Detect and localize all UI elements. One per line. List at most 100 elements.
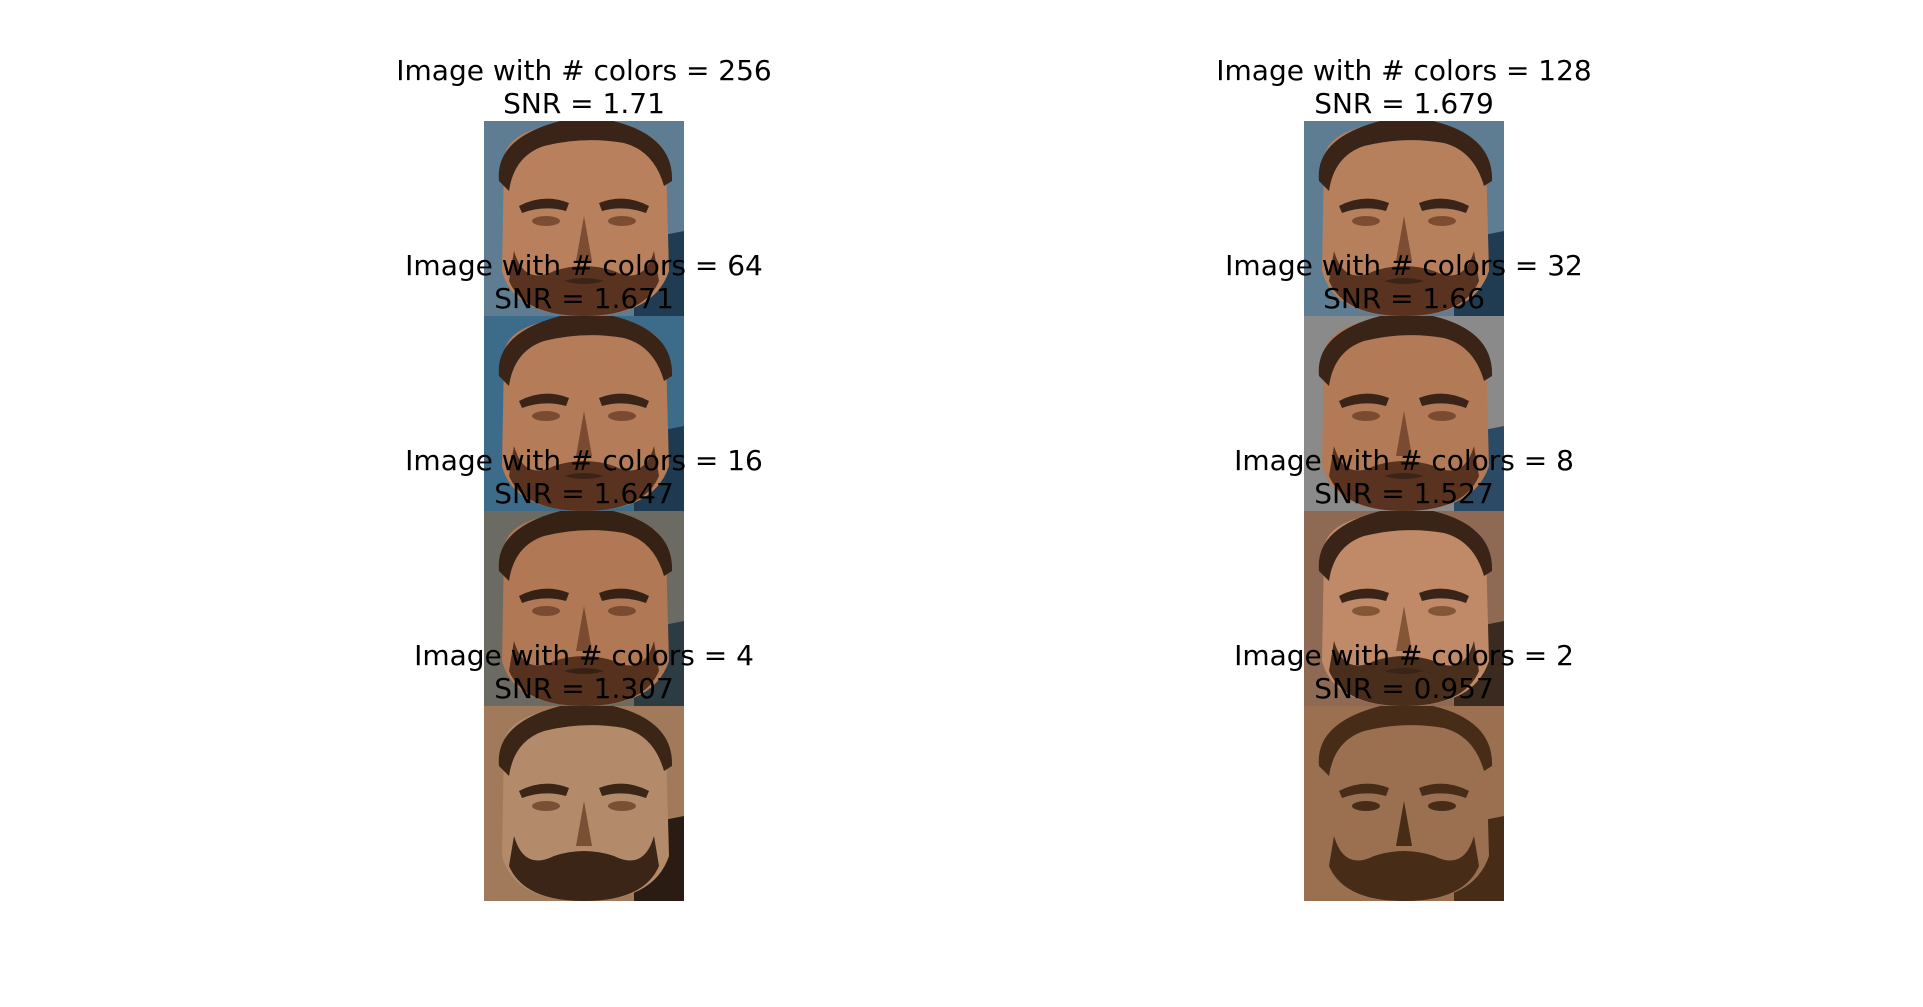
mouth-shape (1384, 668, 1424, 674)
hair-shape (1318, 316, 1493, 386)
face-image-64 (484, 316, 684, 511)
hair-shape (498, 706, 673, 776)
face-image-256 (484, 121, 684, 316)
face-image-svg (484, 511, 684, 706)
left-eye (532, 216, 560, 226)
nose-shadow (576, 411, 592, 456)
face-image-svg (484, 316, 684, 511)
face-image-16 (484, 511, 684, 706)
left-eyebrow (1339, 783, 1389, 798)
left-eye (1352, 606, 1380, 616)
snr-label: SNR = 1.71 (503, 87, 665, 120)
hair-shape (498, 121, 673, 191)
colors-label: Image with # colors = 32 (1225, 249, 1583, 282)
left-eye (532, 801, 560, 811)
mouth-shape (564, 668, 604, 674)
nose-shadow (576, 216, 592, 261)
right-eye (1428, 411, 1456, 421)
mouth-shape (564, 863, 604, 869)
right-eye (608, 801, 636, 811)
panel-title-32: Image with # colors = 32 SNR = 1.66 (1144, 249, 1664, 315)
right-eye (608, 216, 636, 226)
snr-label: SNR = 1.307 (494, 672, 674, 705)
colors-label: Image with # colors = 128 (1216, 54, 1592, 87)
snr-label: SNR = 0.957 (1314, 672, 1494, 705)
face-image-128 (1304, 121, 1504, 316)
face-image-svg (1304, 316, 1504, 511)
colors-label: Image with # colors = 8 (1234, 444, 1574, 477)
left-eyebrow (1339, 588, 1389, 603)
right-eye (1428, 216, 1456, 226)
face-image-svg (484, 706, 684, 901)
hair-shape (1318, 121, 1493, 191)
nose-shadow (1396, 801, 1412, 846)
face-image-8 (1304, 511, 1504, 706)
nose-shadow (1396, 606, 1412, 651)
colors-label: Image with # colors = 16 (405, 444, 763, 477)
left-eyebrow (519, 783, 569, 798)
left-eyebrow (519, 588, 569, 603)
face-shape (1322, 511, 1489, 706)
panel-title-8: Image with # colors = 8 SNR = 1.527 (1144, 444, 1664, 510)
face-image-32 (1304, 316, 1504, 511)
face-image-4 (484, 706, 684, 901)
left-eye (1352, 411, 1380, 421)
colors-label: Image with # colors = 4 (414, 639, 754, 672)
face-image-svg (1304, 706, 1504, 901)
snr-label: SNR = 1.66 (1323, 282, 1485, 315)
right-eyebrow (599, 588, 649, 603)
nose-shadow (576, 606, 592, 651)
face-shape (1322, 121, 1489, 316)
hair-shape (1318, 706, 1493, 776)
right-eye (608, 606, 636, 616)
right-eyebrow (599, 198, 649, 213)
left-eye (1352, 801, 1380, 811)
left-eye (1352, 216, 1380, 226)
snr-label: SNR = 1.647 (494, 477, 674, 510)
left-eyebrow (1339, 393, 1389, 408)
snr-label: SNR = 1.679 (1314, 87, 1494, 120)
right-eyebrow (1419, 393, 1469, 408)
nose-shadow (1396, 216, 1412, 261)
left-eye (532, 606, 560, 616)
snr-label: SNR = 1.671 (494, 282, 674, 315)
nose-shadow (1396, 411, 1412, 456)
mouth-shape (564, 473, 604, 479)
face-image-svg (484, 121, 684, 316)
face-shape (502, 316, 669, 511)
mouth-shape (564, 278, 604, 284)
right-eye (608, 411, 636, 421)
panel-title-4: Image with # colors = 4 SNR = 1.307 (324, 639, 844, 705)
nose-shadow (576, 801, 592, 846)
colors-label: Image with # colors = 2 (1234, 639, 1574, 672)
right-eye (1428, 801, 1456, 811)
right-eyebrow (599, 783, 649, 798)
face-shape (502, 706, 669, 901)
right-eyebrow (1419, 588, 1469, 603)
panel-title-64: Image with # colors = 64 SNR = 1.671 (324, 249, 844, 315)
mouth-shape (1384, 473, 1424, 479)
face-shape (1322, 316, 1489, 511)
panel-title-128: Image with # colors = 128 SNR = 1.679 (1144, 54, 1664, 120)
right-eyebrow (1419, 198, 1469, 213)
snr-label: SNR = 1.527 (1314, 477, 1494, 510)
left-eyebrow (1339, 198, 1389, 213)
face-shape (502, 121, 669, 316)
face-image-svg (1304, 511, 1504, 706)
left-eye (532, 411, 560, 421)
face-shape (1322, 706, 1489, 901)
hair-shape (498, 511, 673, 581)
face-image-svg (1304, 121, 1504, 316)
panel-title-16: Image with # colors = 16 SNR = 1.647 (324, 444, 844, 510)
panel-title-256: Image with # colors = 256 SNR = 1.71 (324, 54, 844, 120)
right-eye (1428, 606, 1456, 616)
right-eyebrow (599, 393, 649, 408)
colors-label: Image with # colors = 256 (396, 54, 772, 87)
face-shape (502, 511, 669, 706)
face-image-2 (1304, 706, 1504, 901)
hair-shape (1318, 511, 1493, 581)
hair-shape (498, 316, 673, 386)
colors-label: Image with # colors = 64 (405, 249, 763, 282)
left-eyebrow (519, 198, 569, 213)
right-eyebrow (1419, 783, 1469, 798)
